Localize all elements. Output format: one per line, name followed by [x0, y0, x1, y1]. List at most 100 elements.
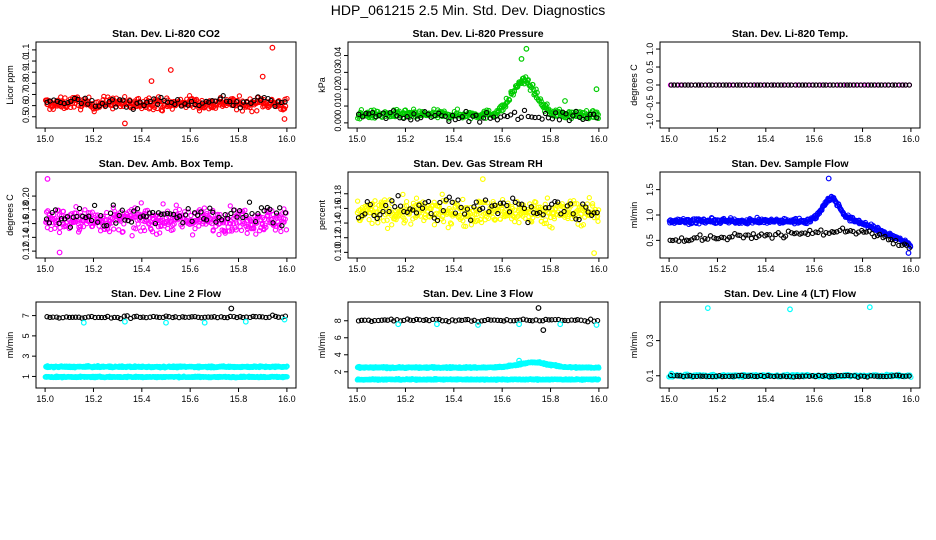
data-point [464, 206, 471, 212]
data-point [178, 103, 185, 109]
data-point [564, 213, 571, 220]
data-point [473, 199, 479, 205]
data-point [702, 235, 708, 242]
data-point [113, 104, 119, 110]
data-point [158, 211, 164, 217]
data-points [354, 305, 602, 383]
panel-title: Stan. Dev. Line 3 Flow [423, 288, 534, 300]
data-point [60, 208, 67, 215]
data-point [482, 317, 488, 324]
data-point [354, 198, 361, 204]
data-point [244, 230, 250, 236]
data-point [76, 205, 83, 212]
data-point [546, 205, 552, 211]
data-point [903, 242, 910, 248]
data-point [381, 197, 388, 203]
data-point [132, 205, 138, 211]
data-point [445, 224, 451, 231]
data-point [117, 315, 124, 322]
data-point [89, 209, 95, 215]
data-point [463, 108, 469, 115]
data-point [155, 101, 161, 107]
data-point [80, 213, 86, 219]
data-point [251, 98, 257, 104]
outlier-point [557, 321, 564, 328]
data-point [282, 210, 289, 216]
y-tick-label: 0.04 [333, 47, 343, 65]
data-point [751, 82, 757, 88]
data-point [215, 211, 221, 218]
data-point [461, 211, 468, 217]
data-point [212, 105, 219, 111]
data-point [213, 219, 219, 225]
data-point [682, 82, 688, 88]
data-point [906, 82, 913, 88]
data-points [666, 304, 914, 380]
data-point [74, 213, 80, 220]
panel-title: Stan. Dev. Line 2 Flow [111, 288, 222, 300]
panel-title: Stan. Dev. Sample Flow [731, 158, 849, 170]
data-point [425, 111, 431, 117]
data-point [546, 317, 552, 323]
data-point [533, 86, 539, 92]
data-point [440, 208, 446, 214]
data-point [847, 82, 853, 88]
data-point [247, 314, 253, 321]
data-point [85, 314, 92, 320]
data-point [249, 210, 255, 217]
data-point [191, 210, 198, 216]
data-point [155, 224, 162, 230]
data-point [482, 197, 489, 203]
data-point [198, 209, 204, 215]
data-point [507, 112, 514, 118]
data-point [182, 212, 189, 218]
data-point [266, 209, 272, 215]
chart-panel-3: Stan. Dev. Li-820 Temp.15.0 15.2 15.4 15.6 1… [629, 28, 921, 144]
data-point [418, 114, 424, 121]
data-point [543, 316, 549, 323]
data-point [507, 318, 514, 324]
data-point [595, 207, 602, 213]
data-point [563, 111, 569, 117]
data-point [403, 198, 410, 205]
x-tick-label: 15.4 [445, 134, 463, 144]
panel-title: Stan. Dev. Amb. Box Temp. [99, 158, 234, 170]
data-point [530, 210, 537, 216]
data-point [827, 82, 833, 88]
data-point [133, 226, 139, 232]
data-point [506, 97, 513, 103]
data-point [170, 211, 177, 218]
data-point [691, 235, 697, 241]
data-point [164, 210, 171, 217]
data-point [268, 97, 274, 104]
data-point [477, 119, 483, 125]
data-point [455, 197, 461, 203]
data-point [224, 314, 231, 321]
data-point [706, 82, 712, 88]
data-point [55, 207, 61, 213]
data-point [533, 199, 539, 205]
data-point [72, 314, 79, 320]
data-point [203, 98, 209, 105]
data-point [256, 314, 263, 320]
data-point [726, 234, 733, 240]
data-point [44, 314, 50, 320]
y-tick-label: 1.5 [645, 183, 655, 196]
data-point [46, 220, 53, 226]
data-point [534, 89, 540, 96]
outlier-point [281, 116, 288, 122]
data-point [218, 217, 225, 223]
y-tick-label: 0.10 [333, 244, 343, 262]
data-point [230, 96, 236, 102]
y-tick-label: 0.8 [21, 77, 31, 90]
data-point [730, 82, 737, 88]
data-point [466, 118, 472, 125]
data-point [468, 217, 474, 223]
data-point [217, 96, 223, 102]
data-point [366, 216, 372, 223]
data-point [561, 208, 567, 215]
data-point [134, 206, 141, 212]
data-point [404, 209, 410, 215]
